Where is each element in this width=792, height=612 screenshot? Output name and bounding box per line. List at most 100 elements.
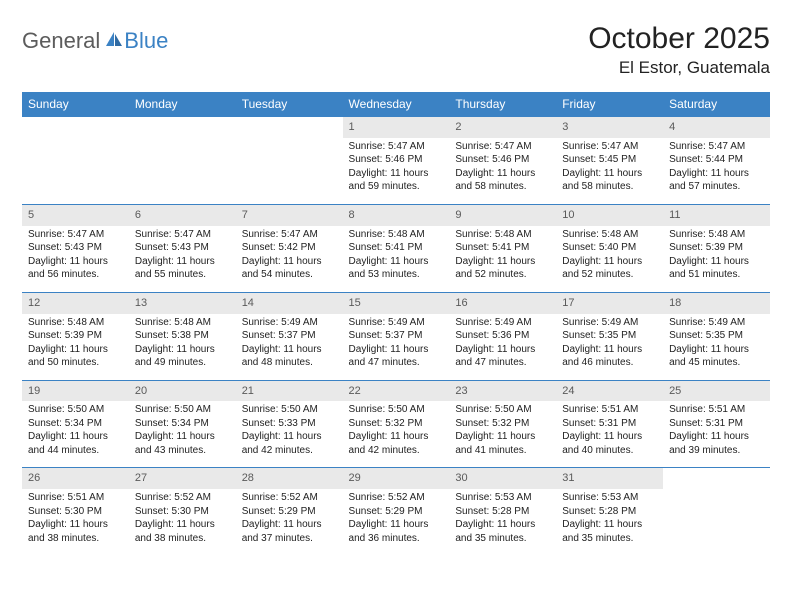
day-number-cell: 10	[556, 204, 663, 225]
day-number-cell: 4	[663, 117, 770, 138]
sunrise-text: Sunrise: 5:51 AM	[28, 491, 123, 505]
daylight-text: Daylight: 11 hours and 48 minutes.	[242, 343, 337, 370]
daylight-text: Daylight: 11 hours and 55 minutes.	[135, 255, 230, 282]
day-number-cell: 20	[129, 380, 236, 401]
day-number-cell: 15	[343, 292, 450, 313]
sunset-text: Sunset: 5:30 PM	[135, 505, 230, 519]
day-number-cell	[663, 468, 770, 489]
sunset-text: Sunset: 5:34 PM	[28, 417, 123, 431]
sunset-text: Sunset: 5:31 PM	[669, 417, 764, 431]
day-detail-cell: Sunrise: 5:48 AMSunset: 5:38 PMDaylight:…	[129, 314, 236, 381]
sunrise-text: Sunrise: 5:50 AM	[135, 403, 230, 417]
day-detail-cell: Sunrise: 5:52 AMSunset: 5:29 PMDaylight:…	[236, 489, 343, 555]
day-number-row: 567891011	[22, 204, 770, 225]
sunrise-text: Sunrise: 5:52 AM	[242, 491, 337, 505]
day-number-cell: 14	[236, 292, 343, 313]
month-title: October 2025	[588, 22, 770, 56]
day-detail-cell	[22, 138, 129, 205]
day-number-cell: 21	[236, 380, 343, 401]
day-number-row: 1234	[22, 117, 770, 138]
day-number-row: 12131415161718	[22, 292, 770, 313]
sunset-text: Sunset: 5:35 PM	[562, 329, 657, 343]
sunrise-text: Sunrise: 5:47 AM	[562, 140, 657, 154]
day-number-cell: 24	[556, 380, 663, 401]
sunset-text: Sunset: 5:37 PM	[242, 329, 337, 343]
sunset-text: Sunset: 5:40 PM	[562, 241, 657, 255]
day-number-row: 19202122232425	[22, 380, 770, 401]
day-detail-cell: Sunrise: 5:50 AMSunset: 5:32 PMDaylight:…	[449, 401, 556, 468]
weekday-header: Tuesday	[236, 92, 343, 117]
day-number-cell: 19	[22, 380, 129, 401]
day-detail-cell: Sunrise: 5:49 AMSunset: 5:37 PMDaylight:…	[343, 314, 450, 381]
logo-text-general: General	[22, 28, 100, 54]
day-number-cell	[22, 117, 129, 138]
sunrise-text: Sunrise: 5:48 AM	[669, 228, 764, 242]
sunset-text: Sunset: 5:39 PM	[669, 241, 764, 255]
calendar-table: SundayMondayTuesdayWednesdayThursdayFrid…	[22, 92, 770, 555]
day-detail-row: Sunrise: 5:47 AMSunset: 5:46 PMDaylight:…	[22, 138, 770, 205]
day-number-cell: 12	[22, 292, 129, 313]
day-number-cell: 7	[236, 204, 343, 225]
sunset-text: Sunset: 5:44 PM	[669, 153, 764, 167]
logo-text-blue: Blue	[124, 28, 168, 54]
daylight-text: Daylight: 11 hours and 51 minutes.	[669, 255, 764, 282]
sunset-text: Sunset: 5:42 PM	[242, 241, 337, 255]
daylight-text: Daylight: 11 hours and 38 minutes.	[135, 518, 230, 545]
location: El Estor, Guatemala	[588, 58, 770, 78]
weekday-header: Monday	[129, 92, 236, 117]
sunrise-text: Sunrise: 5:49 AM	[242, 316, 337, 330]
day-detail-cell: Sunrise: 5:50 AMSunset: 5:33 PMDaylight:…	[236, 401, 343, 468]
sunset-text: Sunset: 5:43 PM	[135, 241, 230, 255]
daylight-text: Daylight: 11 hours and 36 minutes.	[349, 518, 444, 545]
logo-sail-icon	[104, 30, 124, 53]
weekday-header: Friday	[556, 92, 663, 117]
daylight-text: Daylight: 11 hours and 37 minutes.	[242, 518, 337, 545]
day-detail-cell: Sunrise: 5:49 AMSunset: 5:35 PMDaylight:…	[663, 314, 770, 381]
daylight-text: Daylight: 11 hours and 46 minutes.	[562, 343, 657, 370]
sunset-text: Sunset: 5:36 PM	[455, 329, 550, 343]
sunrise-text: Sunrise: 5:47 AM	[135, 228, 230, 242]
sunrise-text: Sunrise: 5:48 AM	[135, 316, 230, 330]
sunrise-text: Sunrise: 5:50 AM	[349, 403, 444, 417]
sunrise-text: Sunrise: 5:53 AM	[455, 491, 550, 505]
page-header: General Blue October 2025 El Estor, Guat…	[22, 22, 770, 78]
calendar-page: General Blue October 2025 El Estor, Guat…	[0, 0, 792, 565]
daylight-text: Daylight: 11 hours and 47 minutes.	[455, 343, 550, 370]
day-number-cell: 27	[129, 468, 236, 489]
daylight-text: Daylight: 11 hours and 41 minutes.	[455, 430, 550, 457]
day-number-cell: 9	[449, 204, 556, 225]
day-detail-cell: Sunrise: 5:47 AMSunset: 5:43 PMDaylight:…	[22, 226, 129, 293]
daylight-text: Daylight: 11 hours and 43 minutes.	[135, 430, 230, 457]
day-detail-cell: Sunrise: 5:50 AMSunset: 5:32 PMDaylight:…	[343, 401, 450, 468]
weekday-header: Sunday	[22, 92, 129, 117]
day-detail-cell: Sunrise: 5:49 AMSunset: 5:35 PMDaylight:…	[556, 314, 663, 381]
sunset-text: Sunset: 5:30 PM	[28, 505, 123, 519]
day-detail-cell: Sunrise: 5:48 AMSunset: 5:41 PMDaylight:…	[343, 226, 450, 293]
day-number-cell: 5	[22, 204, 129, 225]
daylight-text: Daylight: 11 hours and 35 minutes.	[562, 518, 657, 545]
sunrise-text: Sunrise: 5:49 AM	[349, 316, 444, 330]
day-number-cell: 16	[449, 292, 556, 313]
day-number-cell: 22	[343, 380, 450, 401]
sunset-text: Sunset: 5:32 PM	[455, 417, 550, 431]
sunrise-text: Sunrise: 5:52 AM	[349, 491, 444, 505]
weekday-header: Wednesday	[343, 92, 450, 117]
daylight-text: Daylight: 11 hours and 50 minutes.	[28, 343, 123, 370]
sunset-text: Sunset: 5:34 PM	[135, 417, 230, 431]
day-detail-cell: Sunrise: 5:48 AMSunset: 5:39 PMDaylight:…	[22, 314, 129, 381]
daylight-text: Daylight: 11 hours and 40 minutes.	[562, 430, 657, 457]
day-detail-cell: Sunrise: 5:51 AMSunset: 5:31 PMDaylight:…	[556, 401, 663, 468]
day-detail-cell	[129, 138, 236, 205]
sunrise-text: Sunrise: 5:52 AM	[135, 491, 230, 505]
day-number-row: 262728293031	[22, 468, 770, 489]
day-number-cell: 26	[22, 468, 129, 489]
day-number-cell: 30	[449, 468, 556, 489]
day-detail-cell: Sunrise: 5:47 AMSunset: 5:45 PMDaylight:…	[556, 138, 663, 205]
day-number-cell: 31	[556, 468, 663, 489]
sunset-text: Sunset: 5:29 PM	[242, 505, 337, 519]
day-number-cell: 25	[663, 380, 770, 401]
day-detail-cell: Sunrise: 5:47 AMSunset: 5:42 PMDaylight:…	[236, 226, 343, 293]
daylight-text: Daylight: 11 hours and 56 minutes.	[28, 255, 123, 282]
daylight-text: Daylight: 11 hours and 44 minutes.	[28, 430, 123, 457]
sunrise-text: Sunrise: 5:48 AM	[28, 316, 123, 330]
